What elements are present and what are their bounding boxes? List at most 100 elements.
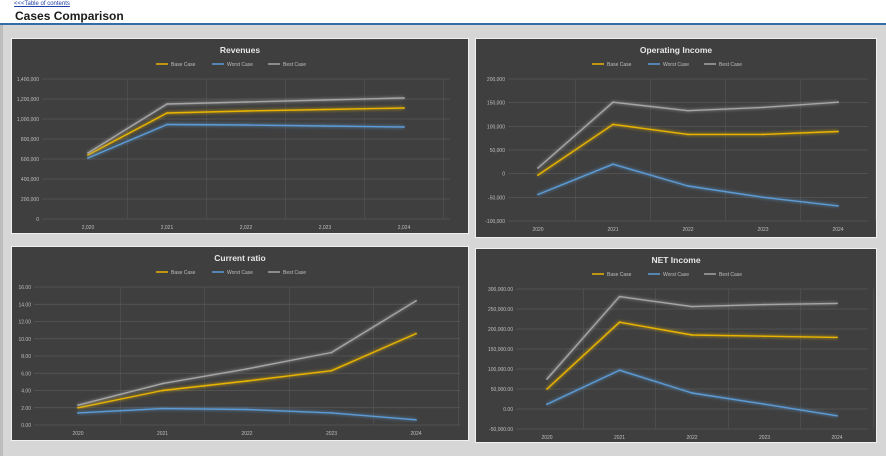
x-tick-label: 2022 [241,431,252,437]
y-tick-label: 100,000.00 [488,367,513,373]
data-point-worst-case [691,392,693,394]
data-point-worst-case [618,369,621,372]
data-point-base-case [691,334,693,336]
series-line-base-case [546,321,838,390]
y-tick-label: 300,000.00 [488,287,513,293]
data-point-base-case [415,332,417,335]
data-point-best-case [691,305,693,308]
y-tick-label: 0 [502,172,505,178]
data-point-worst-case [415,418,417,421]
data-point-best-case [330,351,333,354]
data-point-worst-case [77,412,79,414]
y-tick-label: 2.00 [21,406,31,412]
y-tick-label: -100,000 [485,219,505,225]
legend-label-base-case: Base Case [171,270,196,276]
series-line-best-case [77,300,417,406]
legend-label-best-case: Best Case [283,270,306,276]
data-point-best-case [161,382,164,385]
data-point-worst-case [245,124,247,126]
data-point-best-case [836,302,838,305]
data-point-best-case [324,99,326,101]
data-point-base-case [77,406,79,409]
data-point-base-case [837,130,839,133]
chart-title: NET Income [651,255,700,265]
x-tick-label: 2024 [831,435,842,441]
y-tick-label: 4.00 [21,389,31,395]
x-tick-label: 2024 [832,227,843,233]
data-point-best-case [403,97,405,99]
y-tick-label: 800,000 [21,137,39,143]
data-point-worst-case [166,123,168,126]
y-tick-label: 8.00 [21,354,31,360]
data-point-worst-case [324,125,326,127]
y-tick-label: 0.00 [503,407,513,413]
series-line-worst-case [537,163,839,207]
data-point-base-case [330,369,333,372]
data-point-base-case [618,321,621,324]
data-point-worst-case [762,196,764,199]
data-point-best-case [612,101,614,104]
data-point-base-case [245,110,247,112]
y-tick-label: 400,000 [21,177,39,183]
legend-label-best-case: Best Case [719,272,742,278]
y-tick-label: 200,000.00 [488,327,513,333]
legend-label-worst-case: Worst Case [663,272,689,278]
data-point-best-case [837,101,839,104]
y-tick-label: 150,000.00 [488,347,513,353]
data-point-best-case [762,106,764,109]
chart-panel-net-income[interactable]: NET Income Base Case Worst Case Best Case -5… [475,248,877,443]
data-point-worst-case [837,204,839,207]
y-tick-label: -50,000 [488,195,505,201]
data-point-best-case [87,152,89,154]
data-point-base-case [537,174,539,176]
legend-label-base-case: Base Case [607,62,632,68]
left-margin-bar [0,25,3,456]
data-point-base-case [763,335,766,338]
y-tick-label: 0.00 [21,423,31,429]
y-tick-label: 150,000 [487,101,505,107]
data-point-base-case [546,388,548,390]
x-tick-label: 2020 [532,227,543,233]
chart-panel-operating-income[interactable]: Operating Income Base Case Worst Case Best … [475,38,877,238]
y-tick-label: 1,200,000 [17,97,39,103]
net-income-chart: NET Income Base Case Worst Case Best Case -5… [488,255,874,441]
sheet-header: <<<Table of contents Cases Comparison [0,0,886,25]
x-tick-label: 2023 [757,227,768,233]
x-tick-label: 2022 [682,227,693,233]
chart-panel-revenues[interactable]: Revenues Base Case Worst Case Best Case 0 200… [11,38,469,234]
chart-panel-current-ratio[interactable]: Current ratio Base Case Worst Case Best Cas… [11,246,469,441]
data-point-base-case [166,112,168,114]
data-point-best-case [415,299,417,302]
data-point-best-case [618,295,621,298]
legend-label-base-case: Base Case [607,272,632,278]
data-point-worst-case [612,163,614,166]
data-point-best-case [245,101,247,103]
legend-label-best-case: Best Case [719,62,742,68]
legend-label-worst-case: Worst Case [663,62,689,68]
x-tick-label: 2,020 [82,225,95,231]
x-tick-label: 2023 [326,431,337,437]
y-tick-label: -50,000.00 [489,427,513,433]
chart-title: Revenues [220,45,260,55]
x-tick-label: 2,024 [398,225,411,231]
x-tick-label: 2,021 [161,225,174,231]
data-point-worst-case [403,126,405,128]
data-point-best-case [246,368,248,370]
y-tick-label: 100,000 [487,124,505,130]
data-point-base-case [687,133,689,136]
y-tick-label: 1,400,000 [17,77,39,83]
data-point-worst-case [687,185,689,187]
data-point-best-case [166,103,168,105]
data-point-worst-case [546,403,548,406]
chart-title: Current ratio [214,253,265,263]
data-point-worst-case [161,407,164,410]
current-ratio-chart: Current ratio Base Case Worst Case Best Cas… [18,253,460,437]
table-of-contents-link[interactable]: <<<Table of contents [14,1,70,7]
data-point-best-case [763,303,766,306]
data-point-base-case [762,133,764,136]
data-point-worst-case [246,408,248,411]
x-tick-label: 2,023 [319,225,332,231]
data-point-base-case [324,108,326,111]
data-point-base-case [246,380,248,382]
data-point-worst-case [763,403,766,406]
